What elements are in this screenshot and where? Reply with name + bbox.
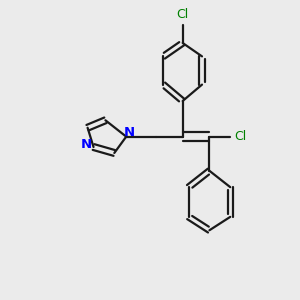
Text: N: N	[124, 126, 135, 139]
Text: Cl: Cl	[177, 8, 189, 21]
Text: N: N	[80, 138, 92, 151]
Text: Cl: Cl	[235, 130, 247, 142]
